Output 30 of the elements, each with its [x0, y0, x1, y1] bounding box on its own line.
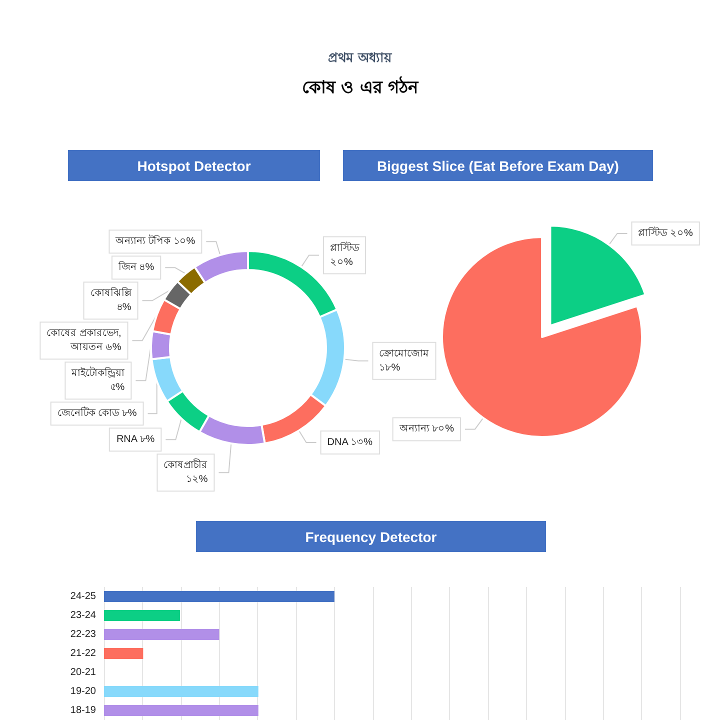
- chart-title: Biggest Slice (Eat Before Exam Day): [343, 150, 653, 181]
- data-label: ১২%: [186, 474, 208, 486]
- slice-label: অন্যান্য ৮০%: [398, 424, 454, 435]
- slice-label: ক্রোমোজোম: [379, 348, 430, 360]
- text: কোষ ও এর গঠন: [301, 75, 420, 100]
- y-tick-label: 18-19: [70, 705, 96, 716]
- slice-label: অন্যান্য টপিক ১০%: [114, 234, 196, 248]
- slice-label: জেনেটিক কোড ৮%: [57, 406, 137, 420]
- data-label: ৫%: [110, 382, 125, 394]
- chart-title: Hotspot Detector: [68, 150, 320, 181]
- y-tick-label: 23-24: [70, 610, 96, 621]
- data-label: ৪%: [116, 302, 132, 314]
- y-tick-label: 20-21: [70, 667, 96, 678]
- slice-label: মাইটোকন্ড্রিয়া: [70, 366, 126, 380]
- y-tick-label: 22-23: [70, 629, 96, 640]
- slice-label: DNA ১৩%: [327, 436, 373, 448]
- data-label: ২০%: [330, 256, 353, 268]
- slice-label: জিন ৪%: [117, 261, 154, 274]
- slice-label: কোষঝিল্লি: [90, 287, 132, 300]
- y-tick-label: 21-22: [70, 648, 96, 659]
- text: Frequency Detector: [196, 521, 546, 552]
- slice-label: প্লাস্টিড: [330, 240, 360, 254]
- slice-label: কোষপ্রাচীর: [164, 458, 208, 472]
- slice-label: কোষের প্রকারভেদ, আয়তন ৬%: [46, 328, 122, 354]
- data-label: ১৮%: [379, 362, 400, 374]
- slice-label: প্লাস্টিড ২০%: [638, 226, 694, 239]
- slice-label: RNA ৮%: [116, 434, 155, 446]
- y-tick-label: 19-20: [70, 686, 96, 697]
- text: প্রথম অধ্যায়: [327, 50, 394, 68]
- y-tick-label: 24-25: [70, 591, 96, 602]
